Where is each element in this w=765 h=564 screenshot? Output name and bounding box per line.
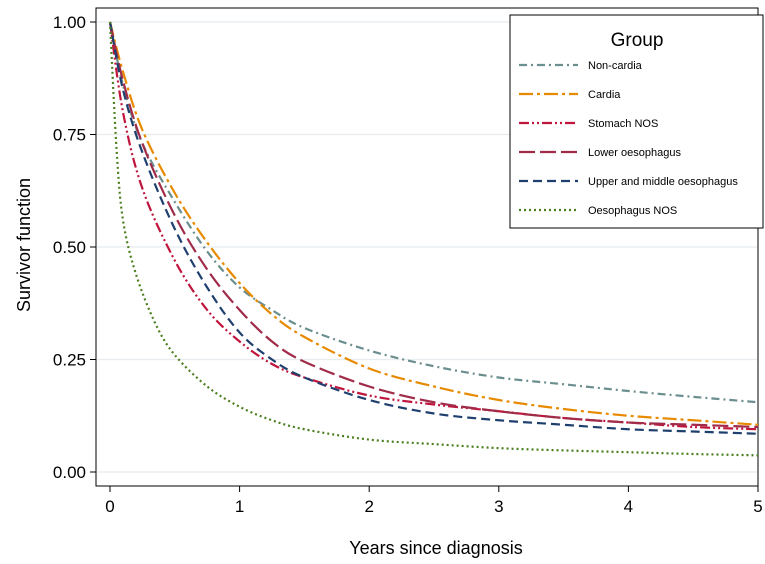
y-tick-label-4: 1.00 [53, 13, 86, 32]
series-line-0 [108, 21, 759, 404]
legend-title: Group [611, 30, 664, 51]
series-line-3 [108, 21, 759, 429]
y-tick-label-0: 0.00 [53, 463, 86, 482]
x-axis: 0 1 2 3 4 5 [105, 486, 763, 516]
series-line-1 [108, 21, 759, 426]
legend-label-0: Non-cardia [588, 60, 643, 72]
x-axis-title: Years since diagnosis [349, 538, 522, 558]
y-axis-title: Survivor function [14, 178, 34, 312]
x-tick-label-1: 1 [235, 497, 244, 516]
legend-box [509, 14, 764, 229]
y-tick-label-3: 0.75 [53, 126, 86, 145]
series-line-5 [108, 21, 759, 457]
y-axis: 0.00 0.25 0.50 0.75 1.00 [53, 13, 96, 482]
series-lines [108, 21, 759, 457]
x-tick-label-4: 4 [624, 497, 633, 516]
legend: Group Non-cardia Cardia Stomach NOS Lower o… [509, 14, 764, 229]
legend-label-1: Cardia [588, 89, 621, 101]
legend-items: Non-cardia Cardia Stomach NOS Lower oesopha… [519, 60, 738, 217]
y-tick-label-2: 0.50 [53, 238, 86, 257]
x-tick-label-5: 5 [753, 497, 762, 516]
x-tick-label-2: 2 [364, 497, 373, 516]
series-line-4 [108, 21, 759, 435]
x-tick-label-3: 3 [494, 497, 503, 516]
legend-label-2: Stomach NOS [588, 118, 658, 130]
y-tick-label-1: 0.25 [53, 351, 86, 370]
legend-label-5: Oesophagus NOS [588, 205, 677, 217]
legend-label-4: Upper and middle oesophagus [588, 176, 738, 188]
grid-lines [97, 21, 757, 473]
legend-label-3: Lower oesophagus [588, 147, 681, 159]
x-tick-label-0: 0 [105, 497, 114, 516]
